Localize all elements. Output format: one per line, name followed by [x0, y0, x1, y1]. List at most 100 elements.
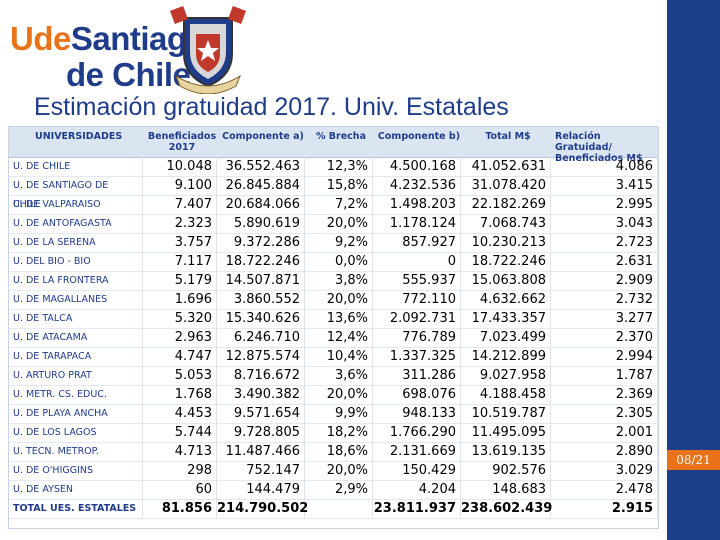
cell-component-a: 26.845.884 [217, 176, 305, 195]
cell-component-b: 311.286 [373, 366, 461, 385]
cell-university: U. DE AYSEN [9, 480, 143, 499]
cell-university: U. DE LA FRONTERA [9, 271, 143, 290]
cell-total: 15.063.808 [461, 271, 551, 290]
cell-component-b: 857.927 [373, 233, 461, 252]
cell-beneficiaries: 5.744 [143, 423, 217, 442]
header-beneficiaries: Beneficiados 2017 [147, 131, 217, 153]
cell-ratio: 2.370 [551, 328, 658, 347]
header-component-a: Componente a) [222, 131, 304, 142]
cell-beneficiaries: 10.048 [143, 157, 217, 176]
cell-total: 9.027.958 [461, 366, 551, 385]
cell-gap-percent: 3,8% [305, 271, 373, 290]
table-row: U. DE O'HIGGINS 298 752.147 20,0% 150.429 902… [9, 461, 658, 481]
cell-ratio: 3.415 [551, 176, 658, 195]
table-row: U. DE TARAPACA 4.747 12.875.574 10,4% 1.337.… [9, 347, 658, 367]
table-row: U. METR. CS. EDUC. 1.768 3.490.382 20,0% 698… [9, 385, 658, 405]
cell-total: 148.683 [461, 480, 551, 499]
cell-gap-percent: 15,8% [305, 176, 373, 195]
cell-total: 18.722.246 [461, 252, 551, 271]
cell-component-a: 20.684.066 [217, 195, 305, 214]
university-logo: UdeSantiago de Chile [8, 6, 248, 94]
logo-chile-text: de Chile [66, 56, 191, 93]
cell-component-a: 8.716.672 [217, 366, 305, 385]
cell-component-b: 2.092.731 [373, 309, 461, 328]
cell-university: U. DE SANTIAGO DE CHILE [9, 176, 143, 210]
cell-beneficiaries: 3.757 [143, 233, 217, 252]
cell-component-b: 1.337.325 [373, 347, 461, 366]
cell-university: U. DE ATACAMA [9, 328, 143, 347]
cell-total: 4.188.458 [461, 385, 551, 404]
cell-ratio: 2.732 [551, 290, 658, 309]
cell-total: 7.023.499 [461, 328, 551, 347]
cell-gap-percent: 18,2% [305, 423, 373, 442]
cell-gap-percent: 7,2% [305, 195, 373, 214]
cell-beneficiaries: 2.323 [143, 214, 217, 233]
cell-university: U. DE CHILE [9, 157, 143, 176]
cell-beneficiaries: 2.963 [143, 328, 217, 347]
cell-total: 22.182.269 [461, 195, 551, 214]
cell-total: 7.068.743 [461, 214, 551, 233]
page-number: 08/21 [667, 450, 720, 470]
cell-total: 10.230.213 [461, 233, 551, 252]
cell-ratio: 2.994 [551, 347, 658, 366]
cell-component-a: 14.507.871 [217, 271, 305, 290]
cell-gap-percent: 20,0% [305, 290, 373, 309]
cell-beneficiaries: 7.407 [143, 195, 217, 214]
table-row: U. DE SANTIAGO DE CHILE 9.100 26.845.884 15… [9, 176, 658, 210]
cell-component-a: 144.479 [217, 480, 305, 499]
cell-beneficiaries: 5.320 [143, 309, 217, 328]
cell-beneficiaries: 298 [143, 461, 217, 480]
cell-university: U. METR. CS. EDUC. [9, 385, 143, 404]
header-gap-percent: % Brecha [315, 131, 366, 142]
cell-total: 10.519.787 [461, 404, 551, 423]
table-row: U. DE ANTOFAGASTA 2.323 5.890.619 20,0% 1.17… [9, 214, 658, 234]
cell-component-a: 9.728.805 [217, 423, 305, 442]
table-row: U. DE PLAYA ANCHA 4.453 9.571.654 9,9% 948.1… [9, 404, 658, 424]
cell-university: U. DEL BIO - BIO [9, 252, 143, 271]
cell-ratio: 2.478 [551, 480, 658, 499]
cell-university: U. DE LA SERENA [9, 233, 143, 252]
table-total-row: TOTAL UES. ESTATALES 81.856 214.790.502 23.… [9, 499, 658, 519]
table-row: U. DE CHILE 10.048 36.552.463 12,3% 4.500.16… [9, 157, 658, 177]
cell-university: U. ARTURO PRAT [9, 366, 143, 385]
cell-ratio: 2.305 [551, 404, 658, 423]
cell-total: 902.576 [461, 461, 551, 480]
cell-beneficiaries: 60 [143, 480, 217, 499]
cell-total: 13.619.135 [461, 442, 551, 461]
cell-ratio: 2.915 [551, 499, 658, 518]
header-ratio: Relación Gratuidad/ Beneficiados M$ [555, 131, 643, 164]
cell-university: U. DE TALCA [9, 309, 143, 328]
cell-university: U. TECN. METROP. [9, 442, 143, 461]
table-row: U. DEL BIO - BIO 7.117 18.722.246 0,0% 0 18.7… [9, 252, 658, 272]
cell-beneficiaries: 4.453 [143, 404, 217, 423]
logo-ude-text: Ude [10, 20, 71, 57]
cell-component-b: 1.498.203 [373, 195, 461, 214]
cell-beneficiaries: 5.179 [143, 271, 217, 290]
table-row: U. ARTURO PRAT 5.053 8.716.672 3,6% 311.286 9… [9, 366, 658, 386]
data-table: UNIVERSIDADES Beneficiados 2017 Componente… [8, 126, 659, 529]
header-university: UNIVERSIDADES [35, 131, 123, 142]
cell-university: U. DE O'HIGGINS [9, 461, 143, 480]
cell-total: 238.602.439 [461, 499, 553, 518]
cell-component-a: 36.552.463 [217, 157, 305, 176]
cell-ratio: 2.631 [551, 252, 658, 271]
cell-beneficiaries: 1.768 [143, 385, 217, 404]
cell-total: 4.632.662 [461, 290, 551, 309]
cell-component-b: 948.133 [373, 404, 461, 423]
table-row: U. DE LA SERENA 3.757 9.372.286 9,2% 857.927… [9, 233, 658, 253]
cell-component-b: 4.500.168 [373, 157, 461, 176]
cell-component-a: 9.372.286 [217, 233, 305, 252]
cell-component-b: 150.429 [373, 461, 461, 480]
cell-ratio: 3.277 [551, 309, 658, 328]
cell-gap-percent: 3,6% [305, 366, 373, 385]
table-row: U. DE LA FRONTERA 5.179 14.507.871 3,8% 555.… [9, 271, 658, 291]
cell-component-a: 5.890.619 [217, 214, 305, 233]
cell-university: U. DE LOS LAGOS [9, 423, 143, 442]
cell-ratio: 2.909 [551, 271, 658, 290]
cell-beneficiaries: 1.696 [143, 290, 217, 309]
cell-university: U. DE ANTOFAGASTA [9, 214, 143, 233]
table-row: U. DE TALCA 5.320 15.340.626 13,6% 2.092.731… [9, 309, 658, 329]
cell-component-b: 4.232.536 [373, 176, 461, 195]
cell-component-b: 4.204 [373, 480, 461, 499]
cell-component-a: 6.246.710 [217, 328, 305, 347]
